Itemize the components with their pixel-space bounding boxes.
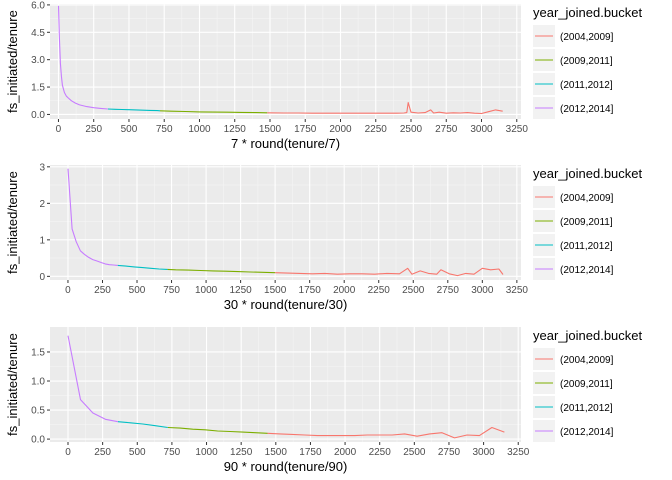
x-tick-label: 3000 — [472, 447, 495, 458]
y-tick-label: 3 — [39, 162, 45, 173]
x-axis-title: 90 * round(tenure/90) — [224, 459, 348, 474]
x-tick-label: 500 — [121, 124, 138, 135]
x-tick-label: 2000 — [329, 124, 352, 135]
x-tick-label: 750 — [164, 447, 181, 458]
x-tick-label: 1750 — [294, 124, 317, 135]
x-tick-label: 1250 — [224, 124, 247, 135]
x-tick-label: 250 — [94, 447, 111, 458]
legend-title: year_joined.bucket — [533, 5, 643, 20]
series-line-1 — [159, 110, 268, 114]
x-tick-label: 2500 — [400, 124, 423, 135]
plot-panel — [50, 4, 521, 119]
legend-label: (2011,2012] — [560, 80, 613, 91]
x-tick-label: 1000 — [195, 447, 218, 458]
x-tick-label: 3250 — [506, 285, 529, 296]
x-tick-label: 2750 — [438, 447, 461, 458]
y-axis-title: fs_initiated/tenure — [5, 10, 20, 113]
y-tick-label: 1.5 — [31, 83, 45, 94]
chart-90-day-rounding: 0 250 500 750 1000 1250 1500 1750 2000 2250 2500 27… — [5, 327, 643, 474]
legend-label: (2011,2012] — [560, 403, 613, 414]
series-line-0 — [267, 426, 505, 439]
y-tick-label: 1.0 — [31, 377, 45, 388]
series-line-0 — [275, 267, 504, 277]
series-line-1 — [167, 426, 268, 434]
x-tick-label: 2750 — [437, 285, 460, 296]
series-line-3 — [67, 335, 119, 423]
y-tick-label: 1 — [39, 235, 45, 246]
x-tick-label: 0 — [65, 447, 71, 458]
series-line-2 — [107, 108, 161, 112]
x-tick-label: 750 — [156, 124, 173, 135]
legend-label: (2009,2011] — [560, 217, 613, 228]
x-tick-label: 500 — [129, 285, 146, 296]
x-tick-label: 1000 — [188, 124, 211, 135]
legend-label: (2009,2011] — [560, 56, 613, 67]
x-tick-label: 3250 — [507, 447, 530, 458]
series-line-2 — [117, 264, 168, 270]
y-tick-label: 0.0 — [31, 435, 45, 446]
x-tick-label: 2250 — [365, 124, 388, 135]
legend-label: (2004,2009] — [560, 193, 614, 204]
y-tick-label: 6.0 — [31, 0, 45, 11]
legend-label: (2012,2014] — [560, 265, 614, 276]
chart-7-day-rounding: 0 250 500 750 1000 1250 1500 1750 2000 2250 2500 27… — [5, 0, 643, 151]
x-tick-label: 1250 — [230, 447, 253, 458]
legend-title: year_joined.bucket — [533, 166, 643, 181]
y-axis-title: fs_initiated/tenure — [5, 333, 20, 436]
x-tick-label: 3250 — [506, 124, 529, 135]
legend-label: (2004,2009] — [560, 32, 614, 43]
legend-label: (2012,2014] — [560, 427, 614, 438]
x-tick-label: 1250 — [229, 285, 252, 296]
x-tick-label: 0 — [56, 124, 62, 135]
y-tick-label: 0 — [39, 272, 45, 283]
y-axis-title: fs_initiated/tenure — [5, 171, 20, 274]
x-tick-label: 250 — [85, 124, 102, 135]
x-tick-label: 500 — [129, 447, 146, 458]
x-tick-label: 2250 — [368, 285, 391, 296]
y-tick-label: 1.5 — [31, 347, 45, 358]
x-axis-title: 7 * round(tenure/7) — [231, 136, 340, 151]
x-tick-label: 1000 — [195, 285, 218, 296]
series-line-1 — [167, 268, 276, 274]
y-tick-label: 4.5 — [31, 28, 45, 39]
x-tick-label: 2250 — [369, 447, 392, 458]
series-line-0 — [267, 102, 503, 115]
y-tick-label: 0.0 — [31, 110, 45, 121]
x-tick-label: 3000 — [470, 124, 493, 135]
x-tick-label: 3000 — [471, 285, 494, 296]
x-tick-label: 1750 — [299, 447, 322, 458]
x-tick-label: 1750 — [299, 285, 322, 296]
legend-label: (2011,2012] — [560, 241, 613, 252]
plot-panel — [50, 165, 521, 280]
x-tick-label: 2000 — [333, 285, 356, 296]
x-tick-label: 2750 — [435, 124, 458, 135]
x-tick-label: 1500 — [264, 285, 287, 296]
x-tick-label: 2500 — [403, 447, 426, 458]
x-tick-label: 0 — [65, 285, 71, 296]
chart-30-day-rounding: 0 250 500 750 1000 1250 1500 1750 2000 2250 2500 27… — [5, 162, 643, 312]
y-tick-label: 3.0 — [31, 55, 45, 66]
legend-label: (2004,2009] — [560, 355, 614, 366]
y-tick-label: 2 — [39, 199, 45, 210]
series-line-3 — [57, 5, 108, 110]
x-tick-label: 1500 — [265, 447, 288, 458]
x-tick-label: 1500 — [259, 124, 282, 135]
series-line-3 — [67, 168, 118, 266]
x-tick-label: 750 — [163, 285, 180, 296]
y-tick-label: 0.5 — [31, 406, 45, 417]
x-tick-label: 250 — [94, 285, 111, 296]
x-tick-label: 2000 — [334, 447, 357, 458]
legend-label: (2012,2014] — [560, 104, 614, 115]
x-tick-label: 2500 — [402, 285, 425, 296]
series-line-2 — [117, 421, 168, 429]
legend-title: year_joined.bucket — [533, 328, 643, 343]
x-axis-title: 30 * round(tenure/30) — [224, 297, 348, 312]
legend-label: (2009,2011] — [560, 379, 613, 390]
